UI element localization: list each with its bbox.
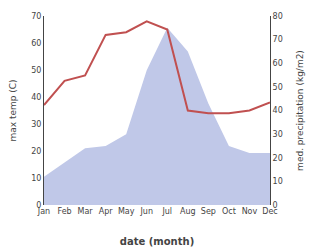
- svg-text:Nov: Nov: [242, 207, 258, 216]
- svg-text:Feb: Feb: [57, 207, 71, 216]
- svg-text:0: 0: [273, 201, 278, 210]
- svg-text:70: 70: [31, 12, 41, 21]
- svg-text:Aug: Aug: [180, 207, 196, 216]
- svg-text:50: 50: [31, 66, 41, 75]
- svg-text:Apr: Apr: [99, 207, 114, 216]
- svg-text:May: May: [118, 207, 135, 216]
- svg-text:20: 20: [31, 147, 41, 156]
- svg-text:date (month): date (month): [120, 236, 194, 247]
- svg-text:60: 60: [31, 39, 41, 48]
- svg-text:70: 70: [273, 35, 283, 44]
- svg-text:10: 10: [31, 174, 41, 183]
- svg-text:50: 50: [273, 83, 283, 92]
- svg-text:Dec: Dec: [262, 207, 277, 216]
- svg-text:Jan: Jan: [37, 207, 50, 216]
- svg-text:80: 80: [273, 12, 283, 21]
- svg-text:Jul: Jul: [161, 207, 172, 216]
- svg-text:30: 30: [273, 130, 283, 139]
- svg-text:max temp (C): max temp (C): [8, 79, 18, 141]
- svg-text:40: 40: [273, 106, 283, 115]
- svg-text:60: 60: [273, 59, 283, 68]
- svg-text:Mar: Mar: [78, 207, 94, 216]
- svg-text:Sep: Sep: [201, 207, 216, 216]
- svg-text:30: 30: [31, 120, 41, 129]
- svg-text:Oct: Oct: [222, 207, 236, 216]
- svg-text:0: 0: [36, 201, 41, 210]
- svg-text:10: 10: [273, 177, 283, 186]
- svg-text:40: 40: [31, 93, 41, 102]
- svg-text:Jun: Jun: [139, 207, 153, 216]
- svg-text:20: 20: [273, 154, 283, 163]
- svg-text:med. precipitation (kg/m2): med. precipitation (kg/m2): [295, 50, 305, 171]
